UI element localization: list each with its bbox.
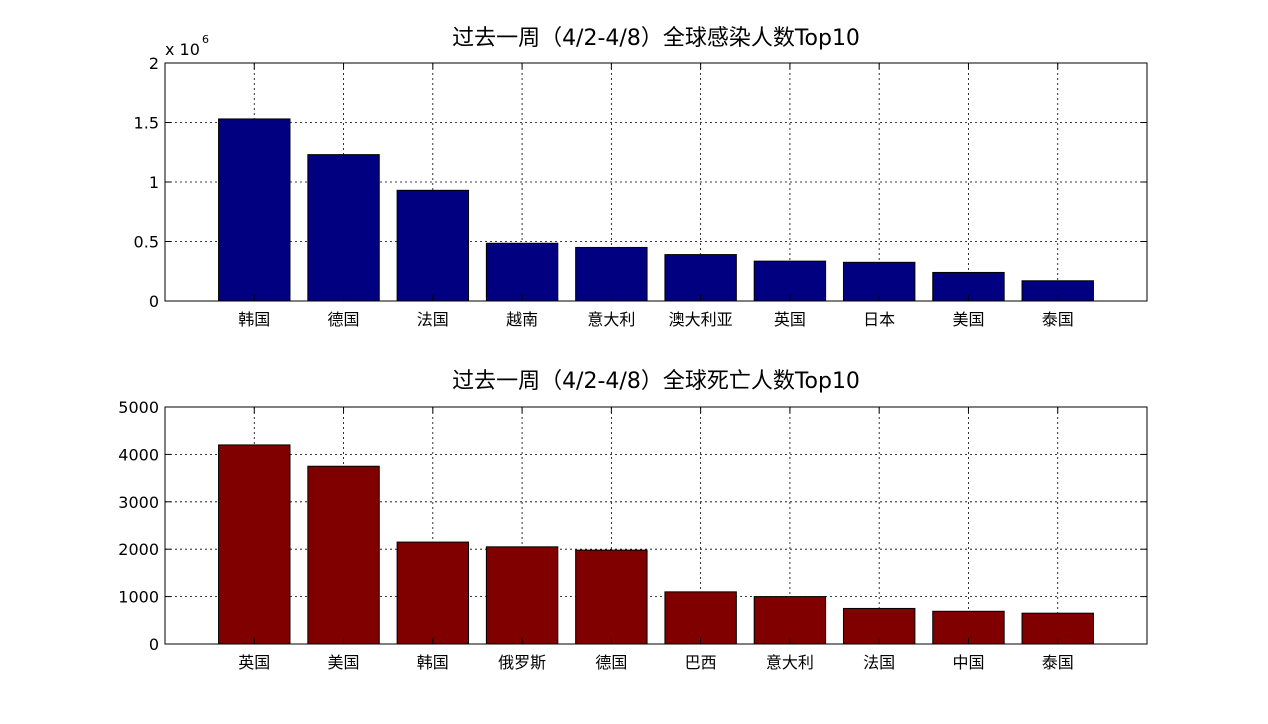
- x-tick-label: 韩国: [238, 310, 270, 329]
- x-tick-label: 德国: [595, 653, 627, 672]
- x-tick-label: 澳大利亚: [669, 310, 733, 329]
- x-tick-label: 俄罗斯: [498, 653, 546, 672]
- bar-俄罗斯: [485, 546, 559, 645]
- x-tick-label: 韩国: [417, 653, 449, 672]
- bar-德国: [307, 154, 380, 302]
- x-tick-label: 英国: [238, 653, 270, 672]
- x-tick-label: 意大利: [766, 653, 814, 672]
- y-tick-label: 5000: [118, 398, 159, 417]
- bar-法国: [396, 189, 470, 302]
- bar-日本: [842, 261, 916, 302]
- x-tick-label: 法国: [863, 653, 895, 672]
- x-tick-label: 巴西: [685, 653, 717, 672]
- bar-意大利: [575, 246, 648, 302]
- y-tick-label: 2: [149, 54, 159, 73]
- x-tick-label: 美国: [328, 653, 360, 672]
- y-tick-label: 1: [149, 173, 159, 192]
- bar-越南: [485, 242, 559, 302]
- bar-韩国: [396, 541, 470, 645]
- y-tick-label: 3000: [118, 493, 159, 512]
- y-tick-label: 1.5: [134, 114, 159, 133]
- y-tick-label: 4000: [118, 445, 159, 464]
- bar-英国: [218, 444, 291, 645]
- bar-意大利: [753, 596, 827, 645]
- bar-澳大利亚: [664, 254, 737, 302]
- y-tick-label: 2000: [118, 540, 159, 559]
- y-tick-label: 0: [149, 292, 159, 311]
- bar-韩国: [218, 118, 291, 302]
- chart-2: 过去一周（4/2-4/8）全球死亡人数Top10 0 1000 2000 3000 400…: [118, 369, 1148, 672]
- chart-title: 过去一周（4/2-4/8）全球感染人数Top10: [452, 26, 860, 51]
- x-tick-label: 越南: [506, 310, 538, 329]
- chart-1: 过去一周（4/2-4/8）全球感染人数Top10 0 0.5 1 1.5 2 韩国 德国 法国 越…: [134, 26, 1148, 329]
- y-exponent-label: x 10: [165, 40, 200, 59]
- y-tick-label: 0.5: [134, 233, 159, 252]
- x-tick-label: 中国: [952, 653, 984, 672]
- chart-title: 过去一周（4/2-4/8）全球死亡人数Top10: [452, 369, 860, 394]
- x-tick-label: 美国: [952, 310, 984, 329]
- x-tick-label: 泰国: [1042, 653, 1074, 672]
- x-tick-label: 英国: [774, 310, 806, 329]
- x-tick-label: 法国: [417, 310, 449, 329]
- x-tick-label: 意大利: [587, 310, 635, 329]
- y-tick-label: 1000: [118, 588, 159, 607]
- x-tick-label: 日本: [863, 310, 895, 329]
- bar-美国: [307, 465, 380, 645]
- x-tick-label: 泰国: [1042, 310, 1074, 329]
- bar-巴西: [664, 591, 737, 645]
- x-tick-label: 德国: [328, 310, 360, 329]
- y-exponent-power: 6: [202, 33, 209, 46]
- y-tick-label: 0: [149, 635, 159, 654]
- bar-德国: [575, 549, 648, 645]
- axes-frame: [164, 406, 1148, 645]
